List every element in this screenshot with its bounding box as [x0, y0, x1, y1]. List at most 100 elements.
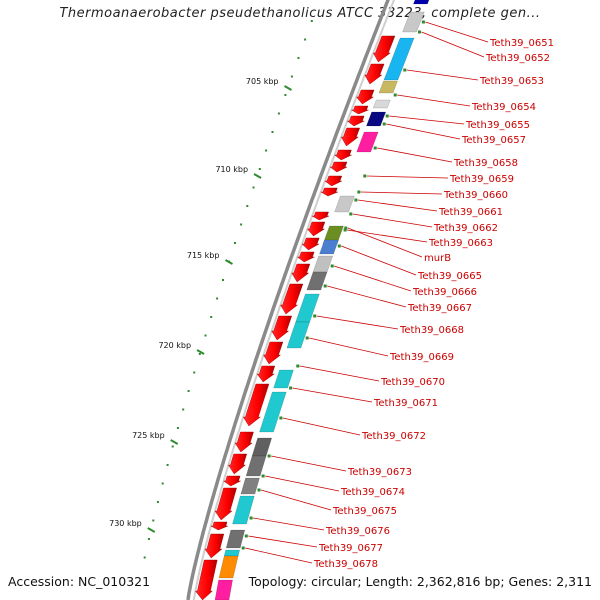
gene-arrow[interactable]: [364, 63, 385, 85]
gene-label[interactable]: Teth39_0678: [313, 559, 378, 570]
gene-label[interactable]: murB: [424, 253, 451, 264]
feature-track: [194, 0, 430, 600]
feature-block[interactable]: [218, 555, 239, 579]
gene-arrow[interactable]: [301, 237, 320, 251]
feature-block[interactable]: [356, 131, 379, 153]
gene-arrow[interactable]: [340, 127, 360, 147]
gene-label[interactable]: Teth39_0651: [489, 38, 554, 49]
gene-label[interactable]: Teth39_0662: [433, 223, 498, 234]
scale-dot: [143, 556, 146, 559]
scale-dot: [204, 334, 207, 337]
gene-label[interactable]: Teth39_0674: [340, 487, 405, 498]
gene-label[interactable]: Teth39_0661: [438, 207, 503, 218]
gene-arrow[interactable]: [263, 341, 284, 365]
gene-arrow[interactable]: [372, 35, 396, 63]
feature-block[interactable]: [306, 271, 328, 291]
gene-marker: [363, 174, 367, 178]
gene-arrow[interactable]: [210, 521, 228, 531]
gene-arrow[interactable]: [320, 187, 338, 197]
feature-block[interactable]: [214, 579, 233, 600]
gene-arrow[interactable]: [204, 533, 225, 559]
gene-marker: [393, 93, 397, 97]
gene-arrow[interactable]: [334, 149, 352, 161]
callout-line: [341, 245, 417, 276]
feature-block[interactable]: [312, 255, 334, 273]
gene-arrow[interactable]: [214, 487, 237, 521]
feature-block[interactable]: [225, 529, 246, 549]
gene-marker: [279, 416, 283, 420]
gene-arrow[interactable]: [350, 105, 369, 115]
feature-block[interactable]: [240, 477, 260, 495]
feature-block[interactable]: [372, 99, 391, 109]
feature-block[interactable]: [383, 37, 415, 81]
gene-arrow[interactable]: [355, 89, 375, 105]
gene-arrow[interactable]: [222, 475, 241, 487]
scale-dot: [161, 482, 164, 485]
feature-block[interactable]: [223, 549, 241, 557]
feature-block[interactable]: [295, 293, 320, 323]
scale-label: 720 kbp: [158, 341, 191, 350]
gene-label[interactable]: Teth39_0657: [461, 135, 526, 146]
gene-label[interactable]: Teth39_0677: [318, 543, 383, 554]
feature-block[interactable]: [232, 495, 255, 525]
callout-line: [292, 387, 373, 403]
gene-arrow[interactable]: [296, 251, 315, 263]
callout-line: [425, 21, 489, 43]
gene-label[interactable]: Teth39_0652: [485, 53, 550, 64]
feature-block[interactable]: [334, 195, 355, 213]
feature-block[interactable]: [413, 0, 430, 5]
gene-label[interactable]: Teth39_0676: [325, 526, 390, 537]
gene-label[interactable]: Teth39_0675: [332, 506, 397, 517]
scale-dot-track: [143, 20, 313, 559]
feature-block[interactable]: [259, 391, 287, 433]
gene-label[interactable]: Teth39_0665: [417, 271, 482, 282]
gene-arrow[interactable]: [280, 283, 304, 315]
gene-label[interactable]: Teth39_0667: [407, 303, 472, 314]
gene-label[interactable]: Teth39_0670: [380, 377, 445, 388]
gene-arrow[interactable]: [242, 383, 270, 427]
callout-line: [347, 227, 423, 258]
scale-label: 710 kbp: [215, 165, 248, 174]
gene-label[interactable]: Teth39_0660: [443, 190, 508, 201]
scale-dot: [246, 205, 249, 207]
gene-arrow[interactable]: [346, 115, 365, 127]
scale-dot: [222, 279, 224, 281]
gene-label[interactable]: Teth39_0655: [465, 120, 530, 131]
feature-block[interactable]: [402, 11, 425, 33]
gene-label[interactable]: Teth39_0671: [373, 398, 438, 409]
gene-arrow[interactable]: [311, 211, 330, 221]
feature-block[interactable]: [251, 437, 273, 457]
gene-label[interactable]: Teth39_0654: [471, 102, 536, 113]
gene-arrow[interactable]: [306, 221, 326, 237]
feature-block[interactable]: [245, 455, 267, 477]
gene-label[interactable]: Teth39_0672: [361, 431, 426, 442]
gene-label[interactable]: Teth39_0663: [428, 238, 493, 249]
gene-arrow[interactable]: [228, 453, 247, 475]
feature-block[interactable]: [273, 369, 294, 389]
feature-block[interactable]: [366, 111, 387, 127]
gene-label[interactable]: Teth39_0668: [399, 325, 464, 336]
callout-line: [327, 285, 407, 308]
gene-label[interactable]: Teth39_0666: [412, 287, 477, 298]
gene-arrow[interactable]: [256, 365, 276, 383]
gene-label[interactable]: Teth39_0669: [389, 352, 454, 363]
gene-label[interactable]: Teth39_0658: [453, 158, 518, 169]
feature-block[interactable]: [378, 80, 398, 94]
scale-dot: [156, 501, 159, 503]
gene-arrow[interactable]: [194, 559, 218, 600]
gene-arrow[interactable]: [324, 175, 343, 187]
callout-line: [299, 365, 380, 382]
gene-marker: [296, 364, 300, 368]
feature-block[interactable]: [286, 321, 311, 349]
gene-label[interactable]: Teth39_0653: [479, 76, 544, 87]
gene-label[interactable]: Teth39_0659: [449, 174, 514, 185]
gene-arrow[interactable]: [329, 161, 348, 173]
gene-label[interactable]: Teth39_0673: [347, 467, 412, 478]
gene-arrow[interactable]: [234, 431, 254, 453]
feature-block[interactable]: [319, 239, 339, 255]
gene-arrow[interactable]: [271, 315, 292, 341]
scale-dot: [166, 464, 169, 466]
gene-arrow[interactable]: [291, 263, 311, 283]
scale-dot: [284, 94, 287, 96]
